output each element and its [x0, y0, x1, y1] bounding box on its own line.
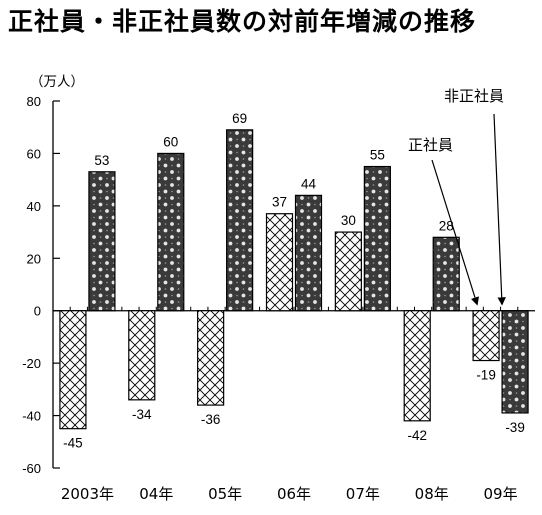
bar-nonregular: [88, 171, 116, 312]
bar-nonregular: [432, 236, 460, 312]
labels-layer: 2003年 -45 53 04年 -34 60 05年 -36 69 06年 37 44 07年 30 55…: [61, 111, 525, 503]
bar-value-label: 28: [439, 218, 454, 233]
y-tick-label: -40: [22, 409, 41, 424]
bar-regular: [197, 310, 225, 406]
chart-title: 正社員・非正社員数の対前年増減の推移: [8, 7, 477, 36]
bar-regular: [59, 310, 87, 430]
y-tick-label: 80: [27, 94, 41, 109]
callout-arrow-nonregular: [493, 113, 506, 306]
bar-regular: [265, 213, 294, 312]
x-category-label: 06年: [277, 485, 311, 503]
x-category-label: 05年: [208, 485, 242, 503]
bar-regular: [403, 310, 431, 422]
bar-regular: [472, 310, 500, 362]
callout-arrow-regular: [431, 159, 480, 306]
y-tick-label: -60: [22, 461, 41, 476]
bar-value-label: 44: [301, 176, 317, 191]
x-category-label: 2003年: [61, 485, 114, 503]
bar-nonregular: [501, 310, 529, 414]
y-tick-label: 0: [34, 304, 41, 319]
bar-value-label: -42: [407, 428, 427, 443]
x-category-label: 09年: [484, 485, 518, 503]
y-tick-label: 40: [27, 199, 41, 214]
bar-value-label: 53: [94, 153, 109, 168]
bar-nonregular: [363, 165, 391, 312]
y-tick-label: 60: [27, 146, 41, 161]
callout-label-regular: 正社員: [408, 136, 453, 154]
bar-value-label: 69: [232, 111, 247, 126]
bar-value-label: -39: [505, 420, 525, 435]
bar-value-label: 55: [370, 148, 385, 163]
bar-value-label: 37: [272, 195, 287, 210]
bar-value-label: -36: [201, 412, 221, 427]
callout-label-nonregular: 非正社員: [444, 87, 504, 105]
bar-value-label: 60: [163, 134, 178, 149]
y-tick-label: 20: [27, 251, 41, 266]
y-axis-unit-label: （万人）: [30, 74, 84, 90]
bars-layer: [59, 129, 529, 430]
bar-nonregular: [226, 129, 254, 312]
bar-value-label: -19: [476, 368, 496, 383]
x-category-label: 07年: [346, 485, 380, 503]
bar-regular: [334, 231, 362, 312]
bar-regular: [128, 310, 156, 401]
bar-nonregular: [157, 152, 185, 312]
bar-value-label: -34: [132, 407, 152, 422]
x-category-label: 08年: [415, 485, 449, 503]
bar-value-label: -45: [63, 436, 83, 451]
y-tick-label: -20: [22, 356, 41, 371]
x-category-label: 04年: [139, 485, 173, 503]
bar-value-label: 30: [341, 213, 356, 228]
bar-nonregular: [294, 194, 323, 312]
